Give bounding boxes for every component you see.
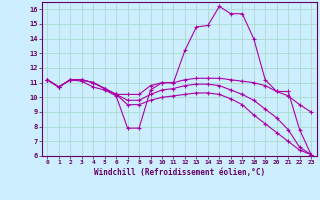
X-axis label: Windchill (Refroidissement éolien,°C): Windchill (Refroidissement éolien,°C) <box>94 168 265 177</box>
